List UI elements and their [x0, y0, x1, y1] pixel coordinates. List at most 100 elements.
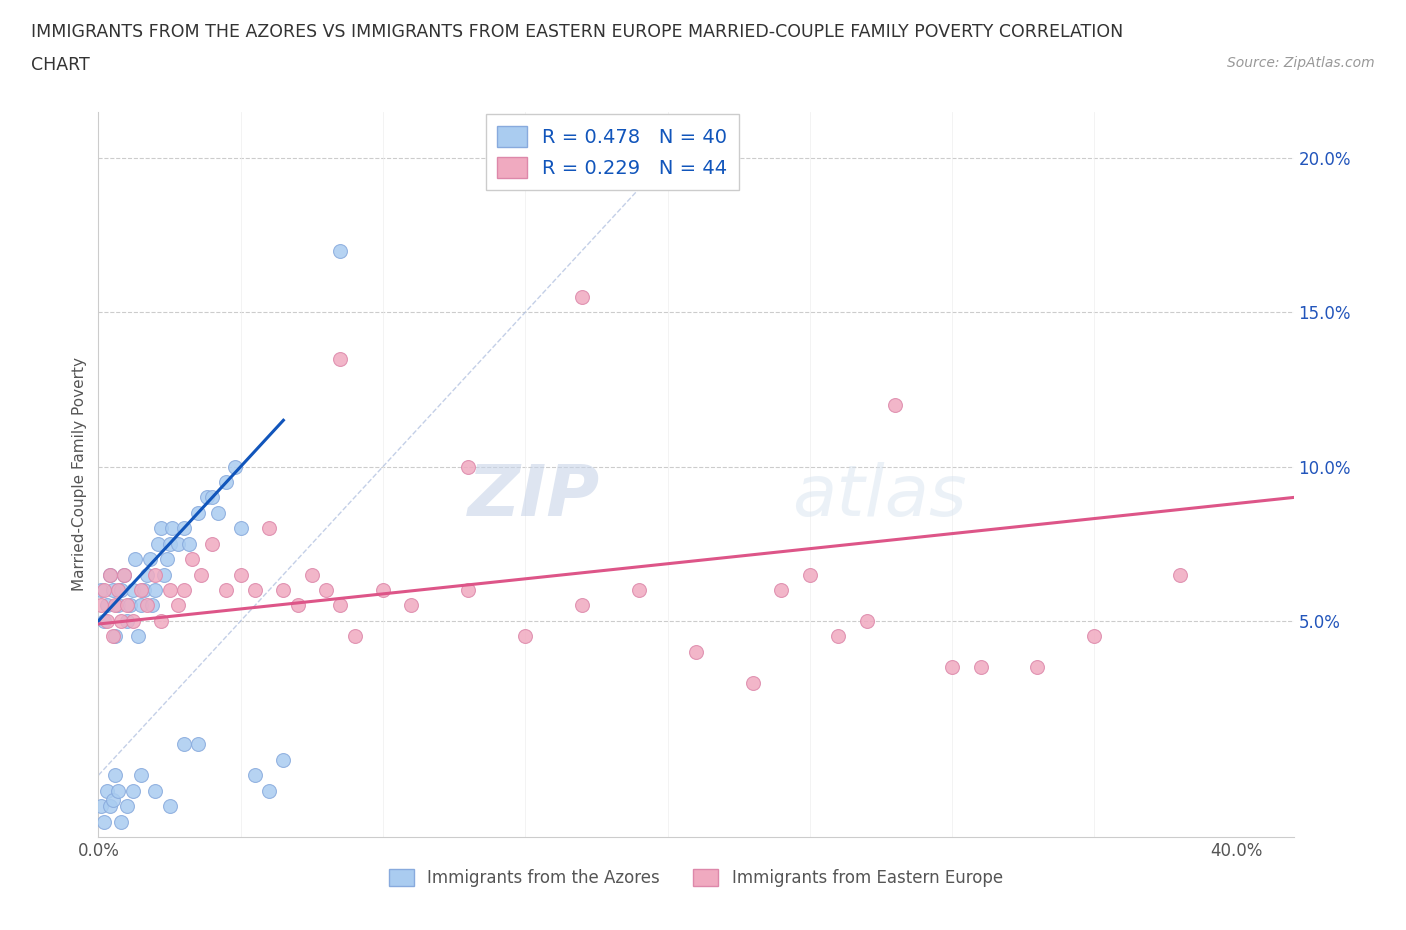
Point [969, 659, 991, 674]
Point [107, 582, 129, 597]
Point [685, 644, 707, 659]
Point [135, 567, 157, 582]
Point [150, 521, 173, 536]
Point [315, 582, 337, 597]
Point [181, 551, 204, 566]
Point [96, 783, 118, 798]
Point [273, 752, 295, 767]
Point [115, 799, 138, 814]
Point [179, 537, 201, 551]
Point [243, 582, 266, 597]
Point [173, 521, 195, 536]
Point [90, 799, 112, 814]
Point [104, 598, 127, 613]
Point [101, 582, 124, 597]
Point [143, 783, 166, 798]
Point [884, 397, 907, 412]
Point [401, 598, 423, 613]
Point [827, 629, 849, 644]
Text: CHART: CHART [31, 56, 90, 73]
Point [110, 814, 132, 829]
Point [243, 768, 266, 783]
Point [167, 537, 190, 551]
Point [329, 243, 352, 258]
Point [515, 629, 537, 644]
Point [93, 614, 115, 629]
Point [129, 598, 152, 613]
Point [156, 551, 179, 566]
Point [96, 598, 118, 613]
Point [799, 567, 821, 582]
Point [329, 352, 352, 366]
Point [257, 521, 280, 536]
Point [190, 567, 212, 582]
Point [143, 567, 166, 582]
Point [132, 582, 155, 597]
Point [112, 567, 135, 582]
Point [138, 551, 160, 566]
Point [101, 629, 124, 644]
Point [301, 567, 323, 582]
Point [93, 814, 115, 829]
Point [104, 768, 127, 783]
Point [129, 768, 152, 783]
Point [371, 582, 394, 597]
Text: IMMIGRANTS FROM THE AZORES VS IMMIGRANTS FROM EASTERN EUROPE MARRIED-COUPLE FAMI: IMMIGRANTS FROM THE AZORES VS IMMIGRANTS… [31, 23, 1123, 41]
Point [201, 490, 224, 505]
Point [148, 537, 170, 551]
Point [167, 598, 190, 613]
Point [229, 521, 252, 536]
Point [101, 792, 124, 807]
Point [224, 459, 246, 474]
Point [201, 537, 224, 551]
Point [343, 629, 366, 644]
Point [135, 598, 157, 613]
Point [173, 737, 195, 751]
Point [98, 799, 121, 814]
Point [141, 598, 163, 613]
Point [90, 598, 112, 613]
Point [215, 474, 238, 489]
Point [215, 582, 238, 597]
Point [457, 582, 479, 597]
Point [93, 582, 115, 597]
Y-axis label: Married-Couple Family Poverty: Married-Couple Family Poverty [72, 357, 87, 591]
Point [118, 598, 141, 613]
Point [112, 567, 135, 582]
Text: Source: ZipAtlas.com: Source: ZipAtlas.com [1227, 56, 1375, 70]
Point [628, 582, 651, 597]
Point [187, 737, 209, 751]
Point [98, 567, 121, 582]
Point [571, 289, 593, 304]
Point [153, 567, 176, 582]
Point [110, 614, 132, 629]
Point [173, 582, 195, 597]
Point [98, 567, 121, 582]
Point [121, 783, 143, 798]
Point [273, 582, 295, 597]
Point [143, 582, 166, 597]
Point [159, 537, 181, 551]
Point [150, 614, 173, 629]
Point [1083, 629, 1105, 644]
Point [1026, 659, 1049, 674]
Point [104, 629, 127, 644]
Point [159, 582, 181, 597]
Point [127, 629, 149, 644]
Point [115, 598, 138, 613]
Point [195, 490, 218, 505]
Point [110, 582, 132, 597]
Point [457, 459, 479, 474]
Point [107, 598, 129, 613]
Point [90, 582, 112, 597]
Legend: Immigrants from the Azores, Immigrants from Eastern Europe: Immigrants from the Azores, Immigrants f… [382, 862, 1010, 894]
Point [129, 582, 152, 597]
Point [571, 598, 593, 613]
Point [287, 598, 309, 613]
Point [115, 614, 138, 629]
Point [741, 675, 763, 690]
Point [229, 567, 252, 582]
Point [162, 521, 184, 536]
Point [124, 551, 146, 566]
Point [1168, 567, 1191, 582]
